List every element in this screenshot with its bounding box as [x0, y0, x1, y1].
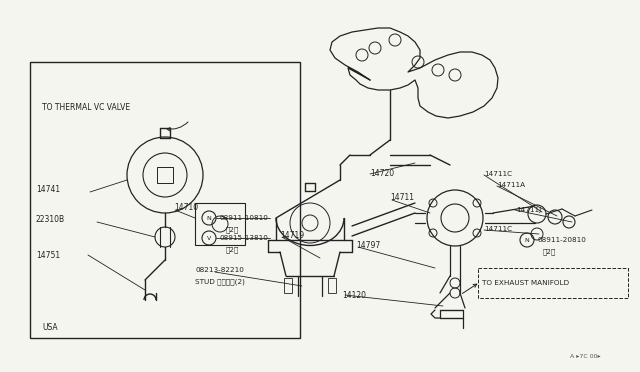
Bar: [284, 278, 292, 293]
Text: USA: USA: [42, 324, 58, 333]
Text: 14741: 14741: [36, 186, 60, 195]
Text: 08911-20810: 08911-20810: [537, 237, 586, 243]
Text: 08911-10810: 08911-10810: [220, 215, 269, 221]
Text: V: V: [207, 235, 211, 241]
Text: 14797: 14797: [356, 241, 380, 250]
Text: TO THERMAL VC VALVE: TO THERMAL VC VALVE: [42, 103, 130, 112]
Bar: [478, 268, 628, 298]
Text: 14711C: 14711C: [484, 171, 512, 177]
Text: 14710: 14710: [174, 203, 198, 212]
Text: （2）: （2）: [543, 249, 556, 255]
Text: 14711A: 14711A: [497, 182, 525, 188]
Text: 14120: 14120: [342, 291, 366, 299]
Text: （2）: （2）: [226, 247, 239, 253]
Bar: [195, 203, 245, 245]
Text: （2）: （2）: [226, 227, 239, 233]
Bar: [30, 62, 300, 338]
Text: STUD スタッド(2): STUD スタッド(2): [195, 279, 245, 285]
Text: 14719: 14719: [280, 231, 304, 240]
Text: 14711: 14711: [390, 193, 414, 202]
Bar: [157, 167, 173, 183]
Text: 14751: 14751: [36, 250, 60, 260]
Text: 14711C: 14711C: [484, 226, 512, 232]
Text: A ▸7C 00▸: A ▸7C 00▸: [570, 355, 600, 359]
Text: N: N: [207, 215, 211, 221]
Text: 08213-82210: 08213-82210: [195, 267, 244, 273]
Text: TO EXHAUST MANIFOLD: TO EXHAUST MANIFOLD: [482, 280, 569, 286]
Text: 14720: 14720: [370, 169, 394, 177]
Text: N: N: [525, 237, 529, 243]
Text: 08915-13810: 08915-13810: [220, 235, 269, 241]
Text: 14711J: 14711J: [516, 207, 541, 213]
Bar: [328, 278, 336, 293]
Text: 22310B: 22310B: [36, 215, 65, 224]
